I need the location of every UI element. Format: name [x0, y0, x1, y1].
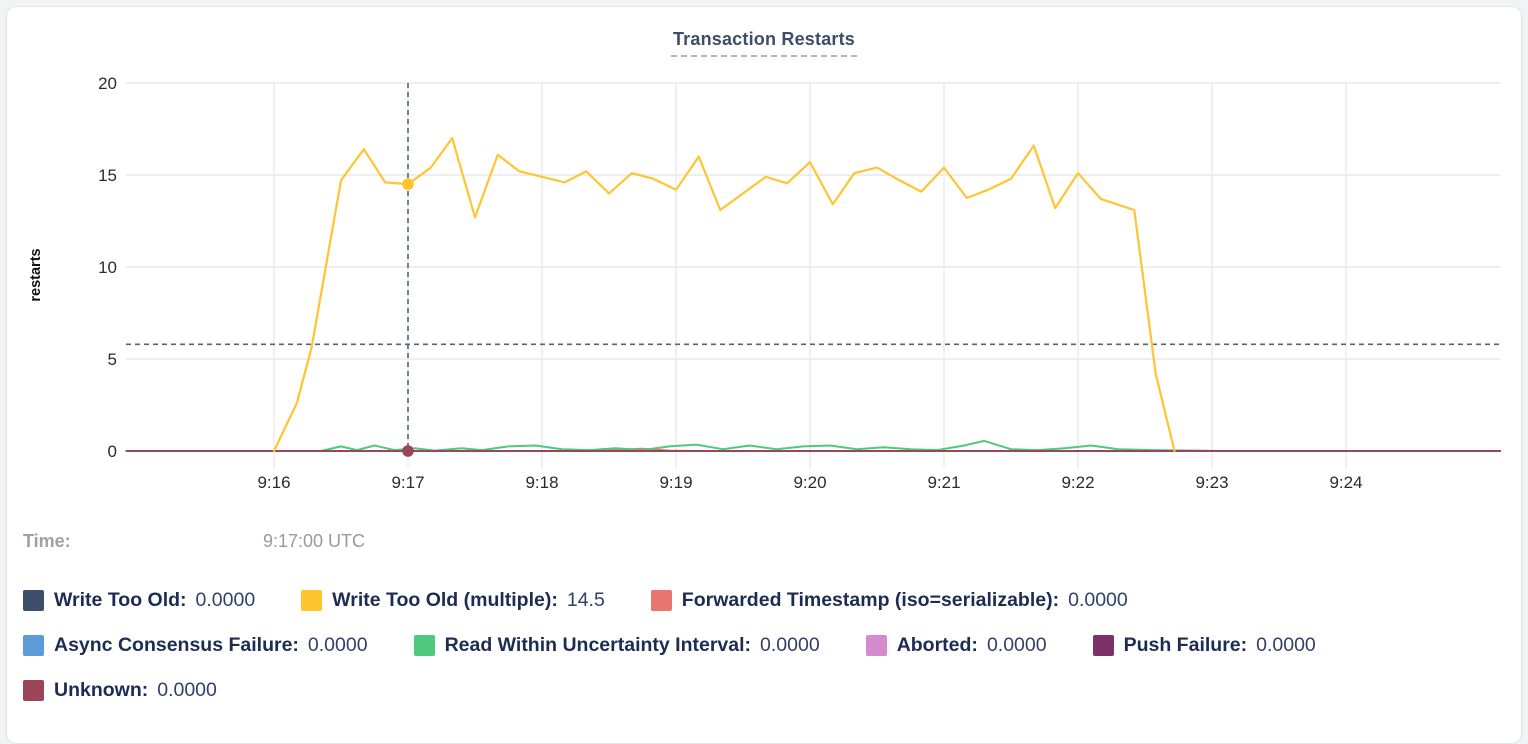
legend-label: Write Too Old (multiple): — [332, 589, 558, 611]
y-tick-label: 15 — [98, 166, 117, 185]
legend-time-row: Time: 9:17:00 UTC — [23, 531, 365, 552]
series-line-write-too-old-multiple — [272, 137, 1176, 453]
chart-title-wrap: Transaction Restarts — [7, 29, 1521, 57]
x-tick-label: 9:16 — [257, 473, 290, 492]
legend-swatch — [23, 635, 44, 656]
legend-swatch — [23, 590, 44, 611]
legend-item-push-failure: Push Failure: 0.0000 — [1092, 634, 1316, 657]
legend-item-write-too-old: Write Too Old: 0.0000 — [23, 589, 255, 612]
x-tick-label: 9:19 — [659, 473, 692, 492]
legend-item-write-too-old-multiple: Write Too Old (multiple): 14.5 — [301, 589, 605, 612]
legend-item-async-consensus-failure: Async Consensus Failure: 0.0000 — [23, 634, 368, 657]
x-tick-label: 9:17 — [391, 473, 424, 492]
legend-label: Unknown: — [54, 679, 149, 701]
legend-value: 0.0000 — [986, 634, 1047, 656]
crosshair-dot-unknown — [402, 445, 414, 457]
legend-label: Forwarded Timestamp (iso=serializable): — [681, 589, 1060, 611]
legend-value: 0.0000 — [195, 589, 256, 611]
legend-label: Write Too Old: — [54, 589, 187, 611]
legend-item-forwarded-timestamp-iso-serializable: Forwarded Timestamp (iso=serializable): 0… — [650, 589, 1128, 612]
legend-swatch — [1092, 635, 1114, 656]
x-tick-label: 9:22 — [1061, 473, 1094, 492]
legend-swatch — [413, 635, 435, 656]
legend-row: Unknown: 0.0000 — [23, 679, 217, 702]
legend-label: Async Consensus Failure: — [54, 634, 299, 656]
legend-value: 0.0000 — [760, 634, 820, 656]
x-tick-label: 9:18 — [525, 473, 558, 492]
x-tick-label: 9:23 — [1195, 473, 1228, 492]
legend-label: Aborted: — [896, 634, 978, 656]
legend-row: Write Too Old: 0.0000 Write Too Old (multi… — [23, 589, 1128, 612]
y-tick-label: 0 — [108, 442, 117, 461]
legend-value: 0.0000 — [1256, 634, 1316, 656]
x-tick-label: 9:21 — [927, 473, 960, 492]
legend-item-unknown: Unknown: 0.0000 — [23, 679, 217, 702]
legend-value: 0.0000 — [307, 634, 368, 656]
legend-swatch — [865, 635, 887, 656]
x-tick-label: 9:24 — [1329, 473, 1362, 492]
legend-swatch — [650, 590, 672, 611]
time-label: Time: — [23, 531, 71, 551]
y-tick-label: 5 — [108, 350, 117, 369]
legend-row: Async Consensus Failure: 0.0000 Read Withi… — [23, 634, 1316, 657]
x-tick-label: 9:20 — [793, 473, 826, 492]
chart-title[interactable]: Transaction Restarts — [670, 29, 858, 57]
legend-swatch — [301, 590, 323, 611]
legend-item-read-within-uncertainty-interval: Read Within Uncertainty Interval: 0.0000 — [413, 634, 820, 657]
legend-value: 14.5 — [566, 589, 605, 611]
y-tick-label: 10 — [98, 258, 117, 277]
legend-label: Read Within Uncertainty Interval: — [444, 634, 752, 656]
chart-card: Transaction Restarts restarts 0 5 10 15 20 9:… — [6, 6, 1522, 744]
legend-item-aborted: Aborted: 0.0000 — [865, 634, 1047, 657]
time-value: 9:17:00 UTC — [263, 531, 366, 551]
legend-swatch — [23, 680, 44, 701]
legend-value: 0.0000 — [1068, 589, 1128, 611]
line-chart[interactable]: 0 5 10 15 20 9:16 9:17 9:18 9:19 9:20 9:21 9:22 9:23… — [7, 7, 1521, 513]
legend-value: 0.0000 — [157, 679, 217, 701]
crosshair-dot-write-too-old-multiple — [402, 178, 414, 190]
series-line-read-within-uncertainty-interval — [319, 439, 1220, 452]
legend-label: Push Failure: — [1123, 634, 1248, 656]
y-tick-label: 20 — [98, 74, 117, 93]
